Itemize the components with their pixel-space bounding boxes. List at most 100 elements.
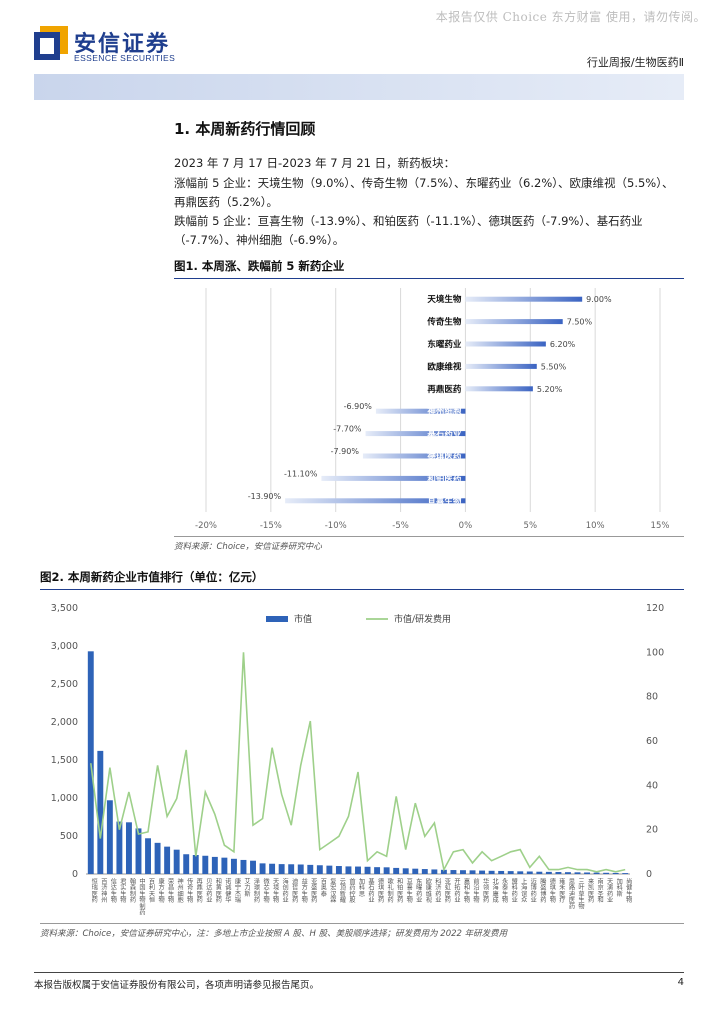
fig2-bar bbox=[364, 866, 371, 874]
fig2-bar bbox=[488, 870, 495, 874]
paragraph-gainers: 涨幅前 5 企业：天境生物（9.0%）、传奇生物（7.5%）、东曜药业（6.2%… bbox=[174, 176, 674, 209]
fig2-bar bbox=[326, 865, 333, 874]
fig2-bar bbox=[183, 854, 190, 874]
fig2-category-label: 南京圣和 bbox=[596, 877, 603, 904]
fig2-bar bbox=[145, 838, 151, 874]
fig2-bar bbox=[450, 870, 457, 874]
fig2-category-label: 天境生物 bbox=[272, 878, 279, 904]
fig1-category-label: 天境生物 bbox=[427, 294, 462, 305]
fig2-category-label: 基石药业 bbox=[367, 877, 374, 903]
fig2-bar bbox=[612, 872, 619, 874]
fig2-left-tick-label: 3,500 bbox=[51, 603, 78, 614]
fig2-category-label: 微芯生物 bbox=[262, 877, 269, 904]
fig2-right-tick-label: 60 bbox=[646, 736, 658, 747]
fig2-bar bbox=[593, 872, 600, 874]
section-title: 1. 本周新药行情回顾 bbox=[174, 120, 316, 138]
fig2-bar bbox=[517, 871, 524, 874]
fig2-category-label: 信达生物 bbox=[109, 877, 116, 904]
fig2-bar bbox=[202, 855, 209, 874]
fig1-x-tick-label: -20% bbox=[195, 521, 217, 531]
fig2-category-label: 北海康成 bbox=[491, 877, 498, 904]
fig2-bar bbox=[345, 866, 352, 874]
fig2-bar bbox=[431, 869, 438, 874]
fig2-category-label: 迈博药业 bbox=[529, 877, 536, 903]
fig1-top-rule bbox=[174, 278, 684, 279]
fig2-category-label: 康方生物 bbox=[157, 877, 164, 904]
fig2-right-tick-label: 80 bbox=[646, 692, 658, 703]
fig1-x-tick-label: 0% bbox=[459, 521, 473, 531]
fig2-category-label: 传奇生物 bbox=[186, 877, 193, 904]
fig1-bar bbox=[362, 453, 466, 459]
fig2-source: 资料来源：Choice，安信证券研究中心，注：多地上市企业按照 A 股、H 股、… bbox=[40, 929, 508, 939]
fig1-bar bbox=[321, 475, 466, 481]
fig1-category-label: 亘喜生物 bbox=[427, 496, 462, 507]
footer-rule bbox=[34, 972, 684, 973]
fig2-category-label: 泽璟制药 bbox=[253, 877, 260, 904]
fig2-category-label: 翰森制药 bbox=[128, 877, 135, 904]
fig1-category-label: 和铂医药 bbox=[427, 473, 462, 484]
fig2-category-label: 嘉和生物 bbox=[462, 877, 469, 904]
fig2-bar bbox=[440, 869, 447, 874]
fig2-top-rule bbox=[40, 589, 684, 590]
fig2-legend-label: 市值 bbox=[294, 613, 312, 625]
fig2-left-tick-label: 1,500 bbox=[51, 755, 78, 766]
fig2-bar bbox=[125, 822, 132, 874]
report-type: 行业周报/生物医药Ⅱ bbox=[586, 56, 684, 69]
fig2-category-label: 雍禾医疗 bbox=[558, 877, 565, 904]
fig2-bar bbox=[97, 750, 104, 874]
fig2-left-tick-label: 500 bbox=[60, 831, 78, 842]
fig2-category-label: 贝达药业 bbox=[205, 878, 212, 903]
fig1-bar bbox=[365, 431, 466, 437]
fig2-bar bbox=[87, 651, 94, 874]
fig2-category-label: 再鼎医药 bbox=[195, 878, 202, 904]
brand-name-en: ESSENCE SECURITIES bbox=[74, 53, 176, 63]
fig1-value-label: -7.90% bbox=[331, 447, 360, 456]
fig2-bar bbox=[498, 870, 505, 874]
fig2-bar bbox=[383, 867, 390, 874]
fig2-right-tick-label: 120 bbox=[646, 603, 664, 614]
fig1-category-label: 传奇生物 bbox=[426, 317, 462, 328]
fig2-bar bbox=[116, 821, 123, 874]
fig2-bar bbox=[622, 873, 629, 874]
fig2-bar bbox=[316, 865, 323, 874]
fig2-bar bbox=[479, 870, 486, 874]
fig2-category-label: 复宏汉霖 bbox=[329, 877, 336, 904]
fig1-x-tick-label: 15% bbox=[651, 521, 670, 531]
fig2-left-tick-label: 2,000 bbox=[51, 717, 78, 728]
fig2-left-tick-label: 1,000 bbox=[51, 793, 78, 804]
fig2-category-label: 云顶新耀 bbox=[338, 878, 345, 904]
fig1-bar bbox=[465, 363, 537, 369]
fig1-value-label: 5.20% bbox=[537, 385, 563, 394]
fig2-bar bbox=[555, 872, 562, 874]
fig2-category-label: 盟科药业 bbox=[510, 878, 517, 903]
fig2-bar bbox=[106, 800, 113, 874]
fig2-bar bbox=[603, 872, 610, 874]
fig1-x-tick-label: -10% bbox=[325, 521, 347, 531]
fig2-bar bbox=[526, 871, 533, 874]
fig2-category-label: 科济药业 bbox=[434, 877, 441, 903]
fig1-bar bbox=[465, 386, 533, 392]
fig2-category-label: 百利天恒 bbox=[148, 878, 155, 904]
fig2-bar bbox=[240, 859, 247, 874]
fig1-value-label: -11.10% bbox=[284, 469, 318, 478]
paragraph-date: 2023 年 7 月 17 日-2023 年 7 月 21 日，新药板块： bbox=[174, 156, 456, 170]
fig1-bar bbox=[465, 296, 583, 302]
fig2-bar bbox=[584, 872, 591, 874]
fig1-value-label: -6.90% bbox=[344, 402, 373, 411]
fig2-category-label: 上海谊众 bbox=[520, 877, 527, 903]
fig1-x-tick-label: -5% bbox=[392, 521, 409, 531]
fig2-right-tick-label: 20 bbox=[646, 825, 658, 836]
fig2-category-label: 思路迪医药 bbox=[567, 878, 574, 910]
fig2-category-label: 百奥泰 bbox=[319, 878, 326, 897]
fig2-category-label: 三叶草生物 bbox=[577, 878, 584, 910]
fig2-bar bbox=[164, 846, 171, 874]
fig2-category-label: 亚盛医药 bbox=[310, 878, 317, 904]
fig2-category-label: 和铂医药 bbox=[396, 877, 403, 904]
fig2-bar bbox=[230, 858, 237, 874]
fig2-category-label: 艾力斯 bbox=[243, 877, 250, 897]
fig2-category-label: 神州细胞 bbox=[176, 877, 183, 904]
fig1-chart: -20% -15% -10% -5% 0% 5% 10% 15% 天境生物 9.00% 传奇生物 7.… bbox=[195, 288, 670, 531]
fig2-bar bbox=[269, 863, 276, 874]
fig1-category-label: 基石药业 bbox=[426, 429, 462, 440]
fig2-category-label: 海创药业 bbox=[281, 877, 288, 903]
